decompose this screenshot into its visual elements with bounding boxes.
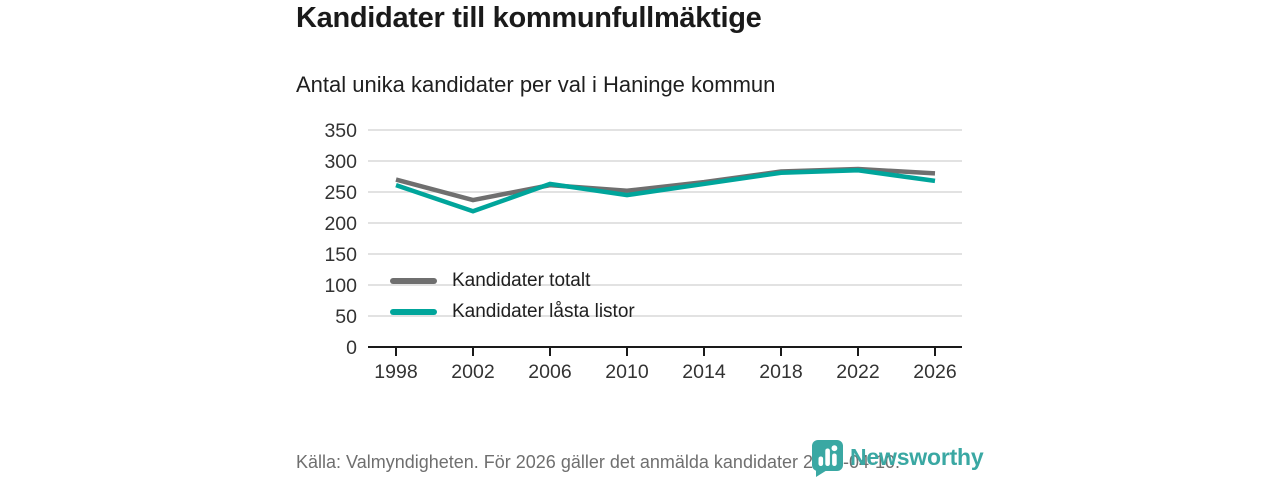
svg-text:300: 300 (324, 151, 357, 173)
newsworthy-logo: Newsworthy (812, 440, 984, 478)
legend-label-lasta-listor: Kandidater låsta listor (452, 300, 635, 322)
bar-chart-bubble-icon (812, 440, 843, 477)
svg-text:2026: 2026 (913, 361, 956, 383)
svg-text:1998: 1998 (374, 361, 417, 383)
svg-text:100: 100 (324, 275, 357, 297)
svg-text:2010: 2010 (605, 361, 649, 383)
svg-text:2014: 2014 (682, 361, 726, 383)
svg-text:2002: 2002 (451, 361, 494, 383)
chart-title: Kandidater till kommunfullmäktige (296, 2, 762, 34)
svg-text:350: 350 (324, 120, 357, 142)
source-note: Källa: Valmyndigheten. För 2026 gäller d… (296, 452, 901, 472)
svg-text:50: 50 (335, 306, 357, 328)
newsworthy-wordmark: Newsworthy (850, 444, 984, 470)
legend-label-totalt: Kandidater totalt (452, 269, 591, 291)
svg-text:250: 250 (324, 182, 357, 204)
chart-subtitle: Antal unika kandidater per val i Haninge… (296, 72, 776, 97)
legend-swatch-lasta-listor (390, 308, 437, 315)
legend-item-totalt: Kandidater totalt (390, 270, 635, 291)
svg-text:2006: 2006 (528, 361, 571, 383)
svg-text:2018: 2018 (759, 361, 802, 383)
svg-text:200: 200 (324, 213, 357, 235)
svg-text:150: 150 (324, 244, 357, 266)
svg-text:2022: 2022 (836, 361, 879, 383)
legend-item-lasta-listor: Kandidater låsta listor (390, 301, 635, 322)
chart-legend: Kandidater totalt Kandidater låsta listo… (390, 270, 635, 322)
legend-swatch-totalt (390, 277, 437, 284)
svg-text:0: 0 (346, 337, 357, 359)
